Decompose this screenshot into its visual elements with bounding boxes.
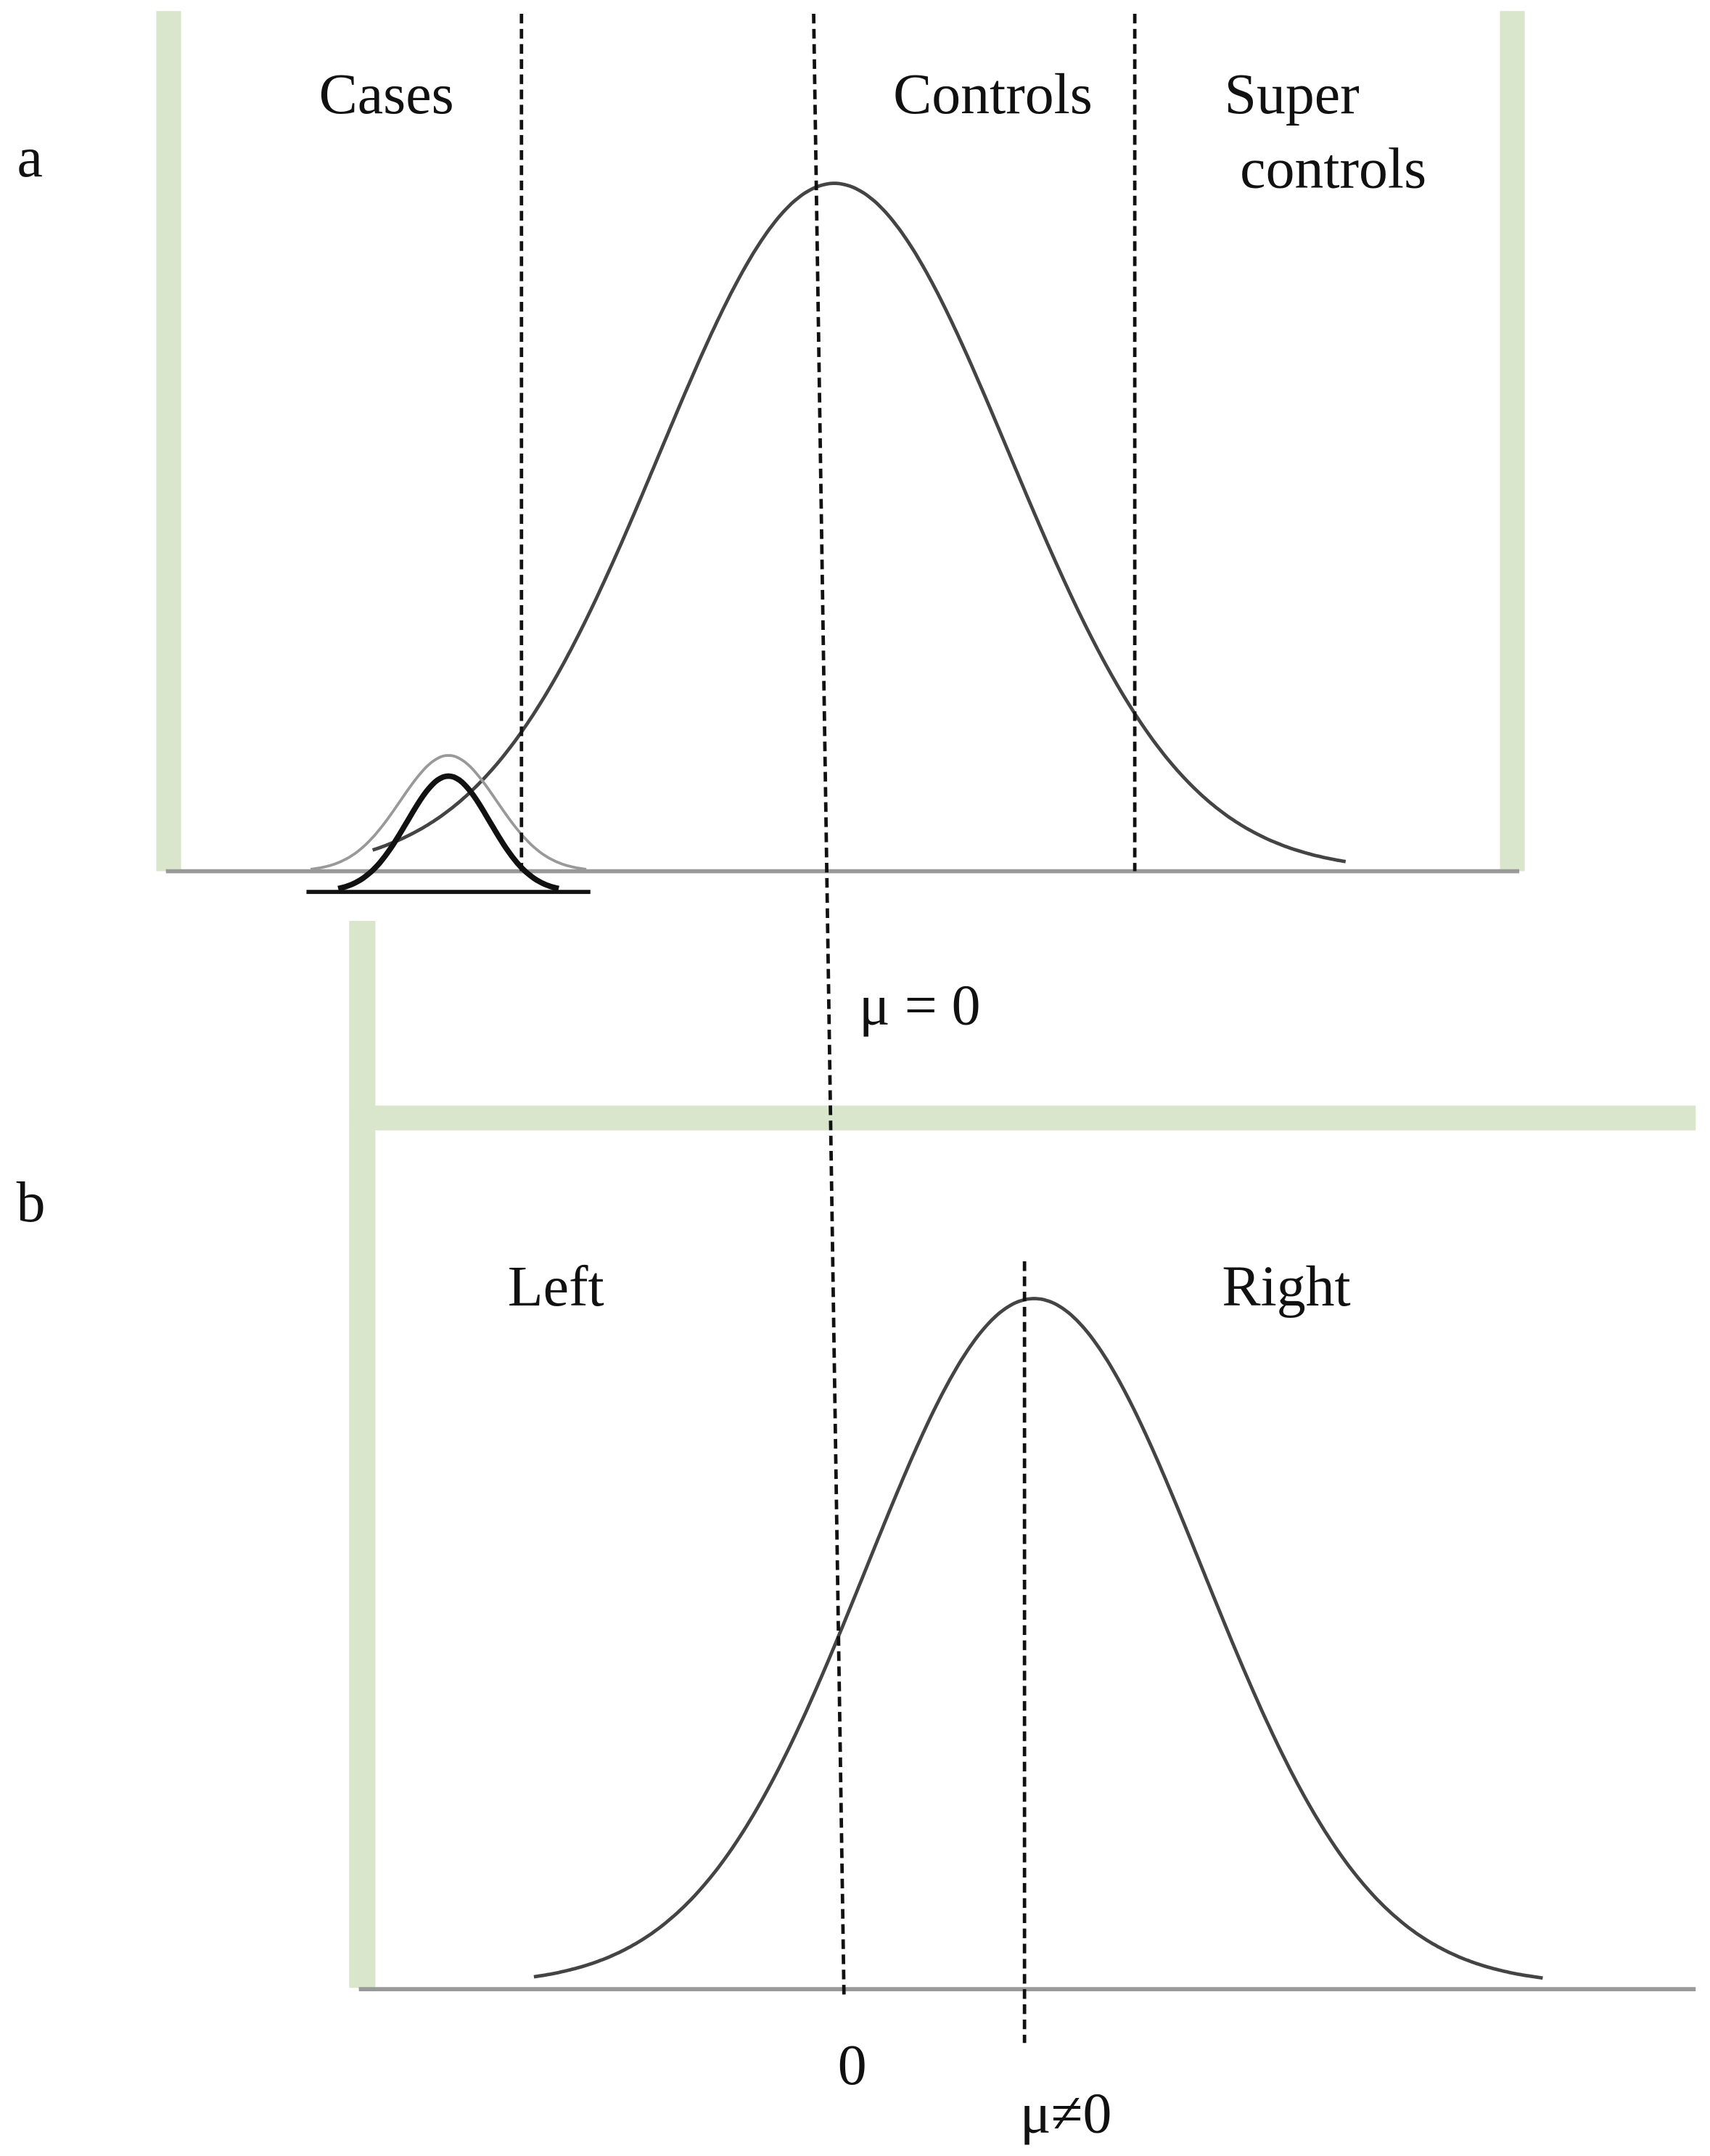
zero-label: 0	[838, 2033, 867, 2097]
controls-curve	[371, 181, 1347, 864]
population-curve	[533, 1297, 1543, 1980]
region-label: controls	[1240, 136, 1426, 200]
region-label: Left	[508, 1255, 604, 1319]
panel-label: a	[17, 126, 43, 189]
panel-label: b	[17, 1171, 46, 1234]
panel-b-top-bar	[349, 1105, 1696, 1131]
panel-a-right-bar	[1500, 11, 1525, 872]
mean-label: μ≠0	[1020, 2082, 1111, 2146]
region-label: Controls	[893, 62, 1093, 126]
region-label: Right	[1222, 1255, 1350, 1319]
region-label: Cases	[319, 62, 454, 126]
cases-curve-outline	[310, 754, 587, 871]
zero-line	[812, 13, 846, 1995]
panel-b-left-bar	[349, 920, 376, 1988]
mean-label: μ = 0	[859, 973, 981, 1037]
region-label: Super	[1225, 62, 1360, 126]
panel-a-left-bar	[156, 11, 181, 872]
